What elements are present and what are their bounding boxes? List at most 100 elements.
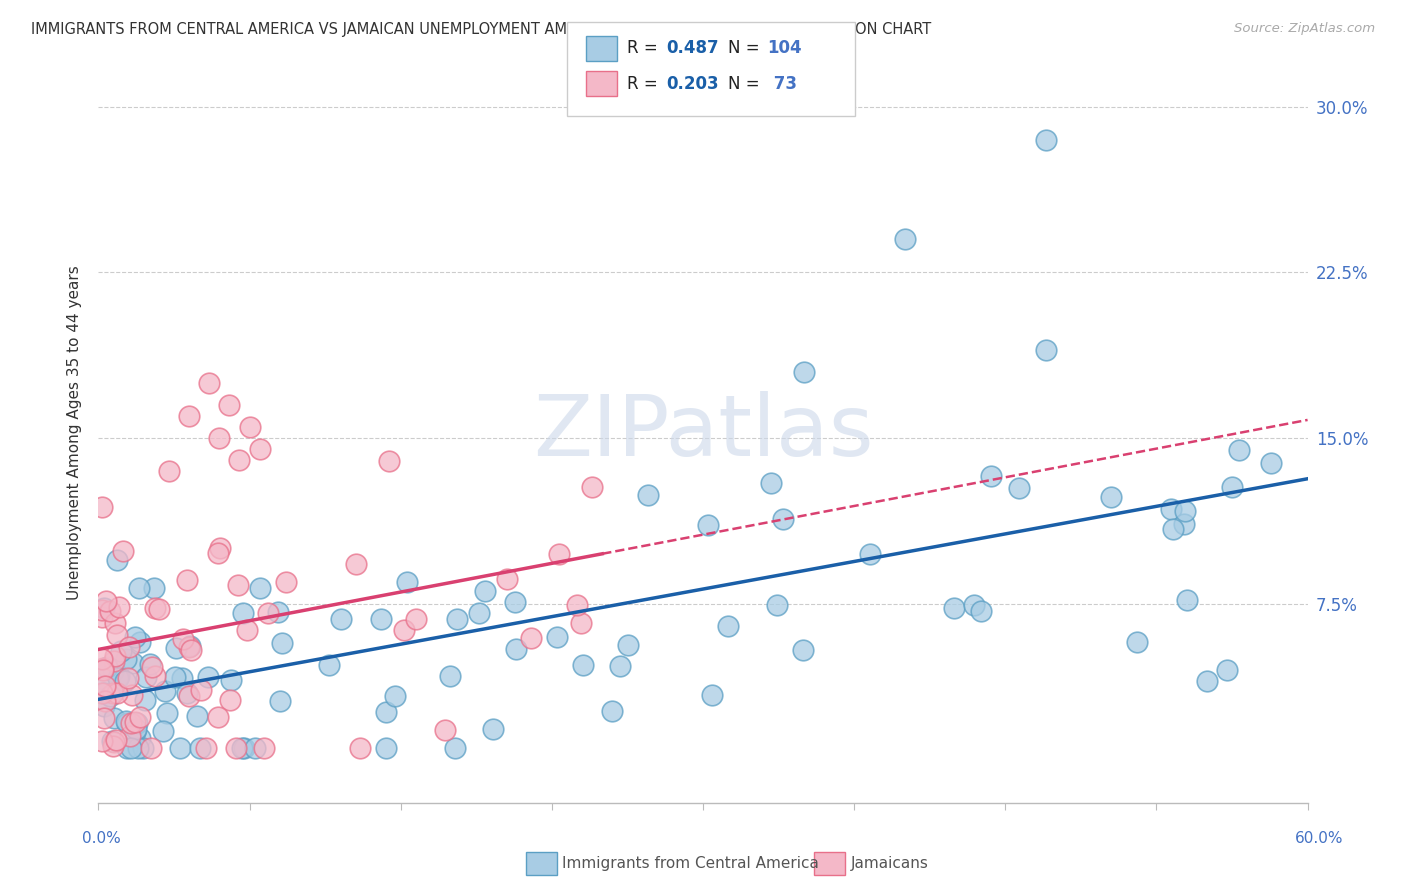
Point [1173, 517, 1195, 532]
Point [207, 710, 229, 724]
Point [198, 376, 221, 390]
Point [124, 725, 146, 739]
Point [495, 572, 517, 586]
Point [581, 480, 603, 494]
Point [91, 664, 114, 678]
Point [94, 679, 117, 693]
Point [156, 706, 179, 720]
Text: Jamaicans: Jamaicans [851, 856, 928, 871]
Point [318, 657, 340, 672]
Text: 73: 73 [768, 75, 797, 93]
Point [567, 599, 589, 613]
Point [232, 740, 254, 755]
Point [176, 686, 198, 700]
Point [395, 575, 418, 590]
Point [103, 686, 125, 700]
Point [179, 409, 201, 423]
Point [118, 729, 141, 743]
Point [188, 740, 211, 755]
Point [179, 689, 201, 703]
Point [716, 619, 738, 633]
Point [433, 723, 456, 738]
Point [1222, 480, 1244, 494]
Point [207, 545, 229, 559]
Text: IMMIGRANTS FROM CENTRAL AMERICA VS JAMAICAN UNEMPLOYMENT AMONG AGES 35 TO 44 YEA: IMMIGRANTS FROM CENTRAL AMERICA VS JAMAI… [31, 22, 931, 37]
Point [93, 600, 115, 615]
Point [190, 682, 212, 697]
Point [374, 705, 396, 719]
Point [228, 453, 250, 467]
Point [942, 601, 965, 615]
Text: 0.203: 0.203 [666, 75, 718, 93]
Point [104, 615, 127, 630]
Point [93, 672, 115, 686]
Text: N =: N = [728, 39, 759, 57]
Point [700, 689, 723, 703]
Point [177, 640, 200, 654]
Point [226, 578, 249, 592]
Point [91, 652, 114, 666]
Point [134, 693, 156, 707]
Point [94, 594, 117, 608]
Point [1035, 343, 1057, 357]
Point [1216, 663, 1239, 677]
Point [377, 454, 399, 468]
Point [267, 605, 290, 619]
Point [180, 642, 202, 657]
Point [101, 739, 124, 753]
Point [93, 685, 115, 699]
Point [91, 609, 114, 624]
Point [859, 547, 882, 561]
Point [253, 740, 276, 755]
Point [232, 607, 254, 621]
Point [195, 740, 218, 755]
Point [110, 644, 132, 658]
Point [546, 630, 568, 644]
Point [103, 735, 125, 749]
Text: 0.0%: 0.0% [82, 831, 121, 847]
Point [609, 658, 631, 673]
Point [218, 398, 240, 412]
Text: R =: R = [627, 75, 658, 93]
Point [1175, 593, 1198, 607]
Point [197, 669, 219, 683]
Point [101, 734, 124, 748]
Point [1035, 133, 1057, 147]
Point [186, 708, 208, 723]
Point [105, 553, 128, 567]
Point [96, 660, 118, 674]
Text: 60.0%: 60.0% [1295, 831, 1343, 847]
Point [172, 632, 194, 646]
Text: R =: R = [627, 39, 658, 57]
Point [893, 232, 915, 246]
Text: N =: N = [728, 75, 759, 93]
Point [349, 740, 371, 755]
Point [143, 600, 166, 615]
Point [103, 711, 125, 725]
Text: Source: ZipAtlas.com: Source: ZipAtlas.com [1234, 22, 1375, 36]
Point [269, 694, 291, 708]
Text: 0.487: 0.487 [666, 39, 718, 57]
Point [1174, 504, 1197, 518]
Point [165, 641, 187, 656]
Point [132, 740, 155, 755]
Point [243, 740, 266, 755]
Point [124, 723, 146, 737]
Point [125, 716, 148, 731]
Point [474, 583, 496, 598]
Point [239, 420, 262, 434]
Point [141, 740, 163, 755]
Point [1163, 522, 1185, 536]
Point [439, 669, 461, 683]
Point [121, 689, 143, 703]
Point [103, 649, 125, 664]
Point [344, 557, 367, 571]
Point [155, 683, 177, 698]
Text: Immigrants from Central America: Immigrants from Central America [562, 856, 820, 871]
Point [108, 668, 131, 682]
Point [91, 686, 114, 700]
Point [169, 740, 191, 755]
Point [91, 500, 114, 515]
Point [963, 598, 986, 612]
Point [115, 715, 138, 730]
